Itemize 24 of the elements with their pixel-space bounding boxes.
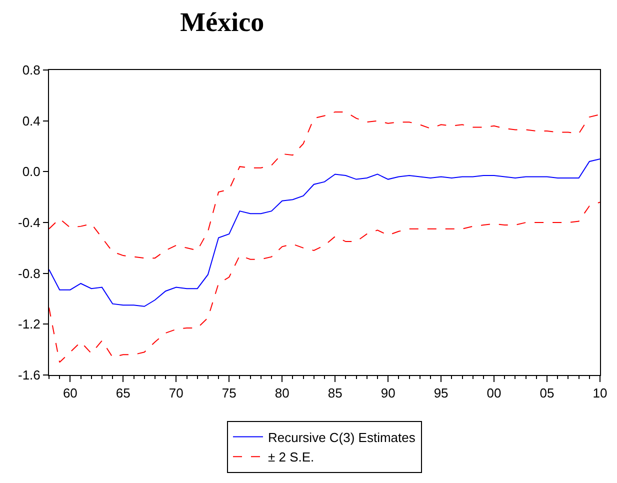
y-tick-label: -0.4 — [18, 215, 40, 230]
x-tick-label: 60 — [62, 386, 78, 401]
x-tick-label: 80 — [274, 386, 290, 401]
line-series — [49, 202, 600, 363]
line-series — [49, 158, 600, 307]
x-tick-label: 90 — [380, 386, 396, 401]
y-tick-label: -1.2 — [18, 316, 40, 332]
x-tick-label: 85 — [328, 386, 342, 401]
x-tick-label: 65 — [116, 386, 130, 401]
y-tick-label: -1.6 — [18, 368, 40, 383]
line-series — [49, 111, 600, 259]
x-tick-label: 05 — [540, 386, 554, 401]
x-tick-label: 70 — [168, 386, 184, 401]
x-tick-label: 95 — [434, 386, 448, 401]
legend-label: ± 2 S.E. — [268, 450, 314, 465]
x-tick-label: 10 — [592, 386, 608, 401]
legend-label: Recursive C(3) Estimates — [268, 430, 416, 445]
y-tick-label: -0.8 — [18, 266, 40, 281]
x-tick-label: 75 — [222, 386, 236, 401]
y-tick-label: 0.0 — [22, 164, 40, 180]
y-tick-label: 0.8 — [22, 62, 40, 78]
chart-title: México — [180, 7, 264, 38]
y-tick-label: 0.4 — [22, 113, 40, 128]
x-tick-label: 00 — [486, 386, 502, 401]
